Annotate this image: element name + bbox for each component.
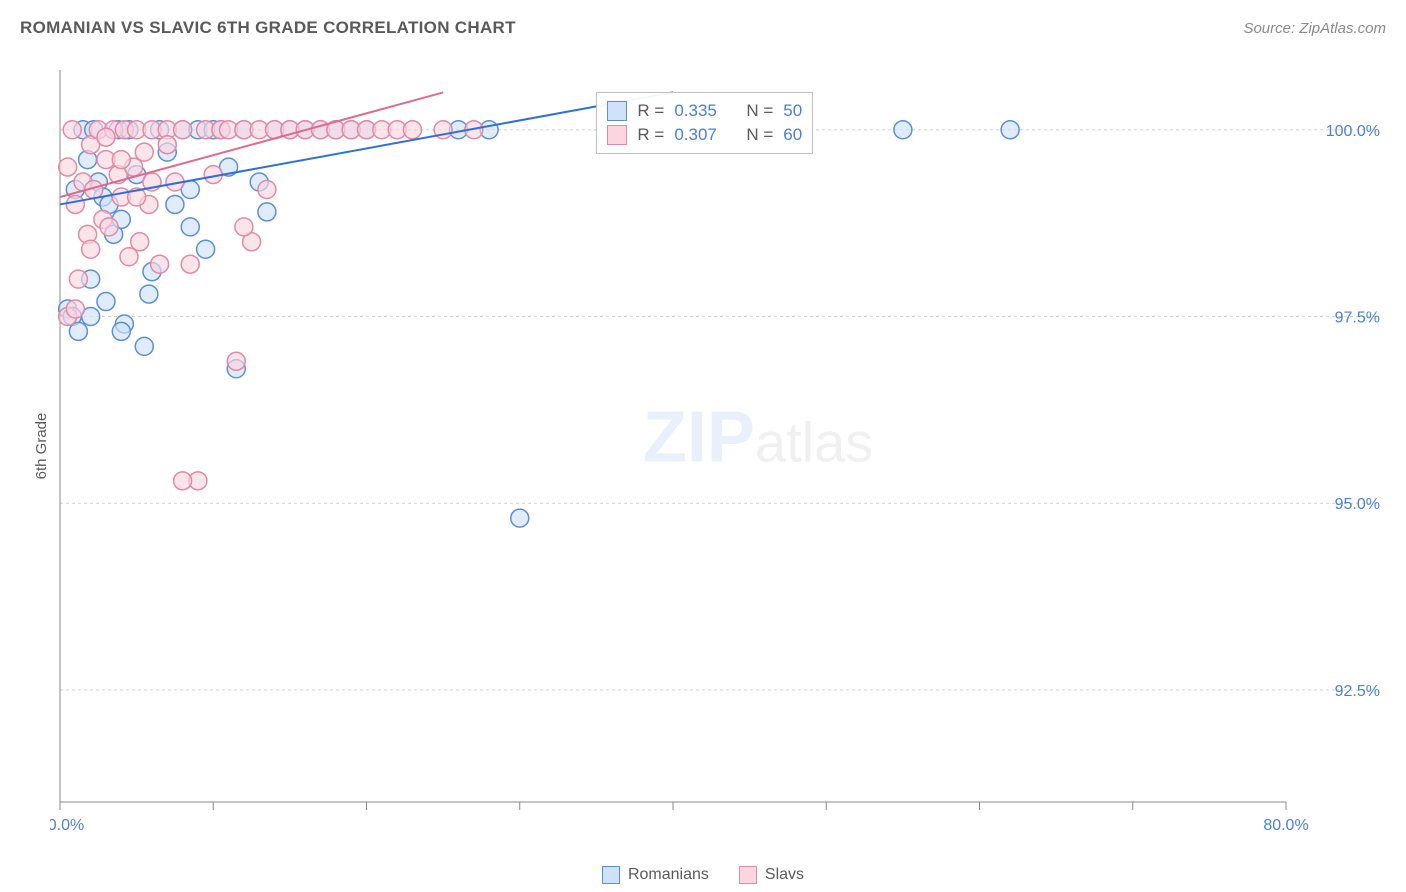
data-point bbox=[151, 255, 169, 273]
data-point bbox=[97, 293, 115, 311]
data-point bbox=[197, 240, 215, 258]
legend-item-slavs: Slavs bbox=[739, 866, 804, 884]
data-point bbox=[1001, 121, 1019, 139]
data-point bbox=[69, 270, 87, 288]
data-point bbox=[135, 143, 153, 161]
data-point bbox=[258, 181, 276, 199]
data-point bbox=[59, 158, 77, 176]
y-tick-label: 95.0% bbox=[1335, 496, 1380, 513]
y-tick-label: 97.5% bbox=[1335, 309, 1380, 326]
n-value: 50 bbox=[783, 101, 802, 121]
data-point bbox=[135, 337, 153, 355]
data-point bbox=[166, 195, 184, 213]
r-label: R = bbox=[637, 101, 664, 121]
x-min-label: 0.0% bbox=[50, 817, 84, 832]
data-point bbox=[174, 121, 192, 139]
y-tick-label: 92.5% bbox=[1335, 683, 1380, 700]
scatter-plot: ZIPatlas 92.5% 95.0% 97.5% 100.0% 0.0% 80.0% bbox=[50, 60, 1386, 832]
legend-swatch-romanians bbox=[602, 866, 620, 884]
data-point bbox=[66, 300, 84, 318]
r-label: R = bbox=[637, 125, 664, 145]
footer-legend: Romanians Slavs bbox=[0, 866, 1406, 884]
data-point bbox=[140, 285, 158, 303]
chart-header: ROMANIAN VS SLAVIC 6TH GRADE CORRELATION… bbox=[0, 0, 1406, 48]
data-point bbox=[511, 509, 529, 527]
svg-text:ZIPatlas: ZIPatlas bbox=[643, 397, 873, 477]
chart-area: ZIPatlas 92.5% 95.0% 97.5% 100.0% 0.0% 80.0% R… bbox=[50, 60, 1386, 832]
stats-box: R = 0.335 N = 50 R = 0.307 N = 60 bbox=[596, 92, 813, 154]
legend-label: Romanians bbox=[628, 866, 709, 884]
r-value: 0.335 bbox=[674, 101, 717, 121]
data-point bbox=[63, 121, 81, 139]
stats-swatch bbox=[607, 125, 627, 145]
n-label: N = bbox=[746, 125, 773, 145]
data-point bbox=[112, 151, 130, 169]
chart-source: Source: ZipAtlas.com bbox=[1243, 20, 1386, 37]
legend-swatch-slavs bbox=[739, 866, 757, 884]
legend-item-romanians: Romanians bbox=[602, 866, 709, 884]
data-point bbox=[131, 233, 149, 251]
data-point bbox=[100, 218, 118, 236]
data-point bbox=[894, 121, 912, 139]
legend-label: Slavs bbox=[765, 866, 804, 884]
data-point bbox=[258, 203, 276, 221]
y-tick-label: 100.0% bbox=[1326, 123, 1380, 140]
data-point bbox=[112, 322, 130, 340]
data-point bbox=[403, 121, 421, 139]
stats-swatch bbox=[607, 101, 627, 121]
data-point bbox=[227, 352, 245, 370]
data-point bbox=[181, 218, 199, 236]
data-point bbox=[97, 128, 115, 146]
r-value: 0.307 bbox=[674, 125, 717, 145]
data-point bbox=[82, 240, 100, 258]
n-label: N = bbox=[746, 101, 773, 121]
data-point bbox=[174, 472, 192, 490]
n-value: 60 bbox=[783, 125, 802, 145]
stats-row: R = 0.335 N = 50 bbox=[607, 99, 802, 123]
data-point bbox=[181, 255, 199, 273]
x-max-label: 80.0% bbox=[1263, 817, 1308, 832]
data-point bbox=[235, 218, 253, 236]
chart-title: ROMANIAN VS SLAVIC 6TH GRADE CORRELATION… bbox=[20, 18, 516, 38]
data-point bbox=[66, 195, 84, 213]
data-point bbox=[158, 136, 176, 154]
stats-row: R = 0.307 N = 60 bbox=[607, 123, 802, 147]
y-axis-label: 6th Grade bbox=[33, 413, 50, 480]
